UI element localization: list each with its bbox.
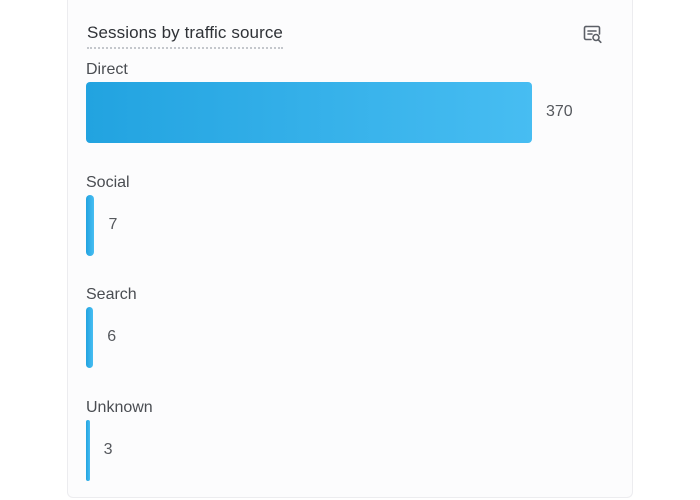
bar[interactable] [86,419,90,481]
category-label: Unknown [86,398,153,416]
chart-card: Sessions by traffic source Direct 370 Soci… [67,0,633,498]
chart-insight-icon-svg [583,25,602,44]
chart-insight-icon[interactable] [582,23,604,45]
bar[interactable] [86,82,532,143]
data-label: 7 [108,215,118,233]
data-label: 6 [107,328,117,345]
data-label: 3 [103,440,113,458]
bar-chart: Direct 370 Social 7 Search 6 Unknown 3 [68,0,634,498]
data-label: 370 [546,103,573,120]
bar[interactable] [86,307,94,368]
category-label: Social [86,173,130,191]
chart-title: Sessions by traffic source [87,22,283,49]
category-label: Direct [86,61,128,78]
bar[interactable] [86,194,95,256]
category-label: Search [86,286,137,303]
